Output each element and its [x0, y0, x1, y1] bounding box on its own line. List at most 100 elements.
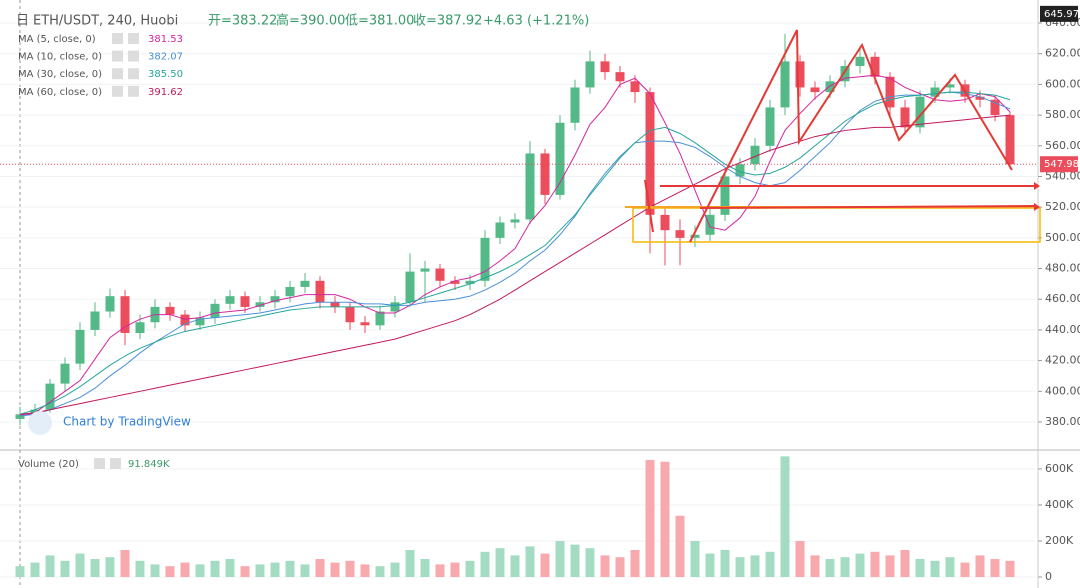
- candle-body: [660, 214, 670, 231]
- candle-body: [315, 280, 325, 303]
- watermark: Chart by TradingView: [28, 411, 191, 435]
- volume-bar: [240, 566, 250, 578]
- plot: [0, 33, 1038, 578]
- volume-bar: [360, 564, 370, 578]
- candle-body: [510, 219, 520, 223]
- candle-body: [720, 176, 730, 215]
- volume-bar: [105, 557, 115, 578]
- volume-bar: [390, 562, 400, 578]
- y-tick-label: 600K: [1045, 462, 1074, 475]
- candle-body: [165, 306, 175, 315]
- symbol-title: ETH/USDT, 240, Huobi: [33, 14, 178, 29]
- volume-bar: [900, 549, 910, 578]
- volume-bar: [795, 540, 805, 578]
- candle-body: [225, 296, 235, 304]
- candle-body: [390, 302, 400, 312]
- panel-value: 91.849K: [128, 459, 170, 470]
- volume-bar: [165, 566, 175, 578]
- legend-name: MA (5, close, 0): [18, 34, 96, 45]
- volume-bar: [645, 459, 655, 578]
- ohlc-open: 开=383.22: [208, 14, 277, 29]
- candle-body: [585, 61, 595, 88]
- volume-bar: [375, 566, 385, 578]
- y-tick-label: 440.00: [1045, 323, 1080, 336]
- volume-bar: [1005, 560, 1015, 578]
- ohlc-close: 收=387.92: [413, 14, 482, 29]
- y-tick-label: 520.00: [1045, 200, 1080, 213]
- candle-body: [330, 302, 340, 307]
- volume-bar: [330, 562, 340, 578]
- candle-body: [630, 81, 640, 93]
- legend-name: MA (30, close, 0): [18, 69, 102, 80]
- candle-body: [540, 153, 550, 195]
- y-tick-label: 540.00: [1045, 169, 1080, 182]
- legend-icon: [112, 68, 123, 80]
- volume-bar: [465, 560, 475, 578]
- y-tick-label: 460.00: [1045, 292, 1080, 305]
- red-line: [644, 179, 654, 233]
- volume-bar: [210, 560, 220, 578]
- candle-body: [930, 87, 940, 97]
- volume-bar: [510, 555, 520, 578]
- volume-bar: [930, 560, 940, 578]
- candle-body: [840, 65, 850, 82]
- volume-bar: [750, 555, 760, 578]
- arrow-head: [1034, 203, 1040, 211]
- candle-body: [15, 414, 25, 419]
- legend-icon: [112, 85, 123, 97]
- candle-body: [810, 87, 820, 93]
- y-tick-label: 500.00: [1045, 231, 1080, 244]
- legend-icon: [128, 33, 139, 44]
- candle-body: [195, 317, 205, 326]
- y-tick-label: 0: [1045, 570, 1052, 583]
- candle-body: [990, 99, 1000, 116]
- candle-body: [975, 96, 985, 100]
- ma-line: [19, 114, 1011, 415]
- legend-value: 385.50: [148, 69, 183, 80]
- volume-bar: [495, 548, 505, 578]
- volume-bar: [30, 562, 40, 578]
- volume-bar: [600, 555, 610, 578]
- candle-body: [915, 96, 925, 128]
- volume-bar: [45, 555, 55, 578]
- candle-body: [495, 222, 505, 238]
- volume-bar: [690, 540, 700, 578]
- candle-body: [645, 92, 655, 215]
- volume-bar: [975, 555, 985, 578]
- candle-body: [765, 107, 775, 146]
- volume-bar: [195, 564, 205, 578]
- candle-body: [360, 322, 370, 326]
- candle-body: [1005, 115, 1015, 165]
- y-tick-label: 560.00: [1045, 139, 1080, 152]
- volume-bar: [315, 558, 325, 578]
- legend-value: 391.62: [148, 87, 183, 98]
- ma-line: [19, 91, 1011, 415]
- legend-icon: [112, 50, 123, 62]
- legend-icon: [112, 33, 123, 44]
- candle-body: [735, 164, 745, 177]
- volume-bar: [540, 553, 550, 578]
- annotations: [625, 29, 1041, 243]
- candle-body: [120, 296, 130, 333]
- candle-body: [45, 383, 55, 410]
- candle-body: [795, 61, 805, 88]
- candle-body: [75, 329, 85, 364]
- legend-name: MA (60, close, 0): [18, 87, 102, 98]
- y-tick-label: 400.00: [1045, 384, 1080, 397]
- volume-bar: [660, 461, 670, 578]
- candle-body: [675, 230, 685, 238]
- volume-bar: [915, 558, 925, 578]
- y-tick-label: 400K: [1045, 498, 1074, 511]
- volume-bar: [825, 558, 835, 578]
- candle-body: [555, 122, 565, 195]
- volume-bar: [90, 558, 100, 578]
- candle-body: [825, 81, 835, 93]
- interval-icon: 日: [16, 14, 29, 29]
- volume-bar: [675, 515, 685, 578]
- volume-bar: [615, 557, 625, 578]
- candle-body: [405, 271, 415, 303]
- ohlc-change: +4.63 (+1.21%): [483, 14, 589, 29]
- candle-body: [270, 296, 280, 303]
